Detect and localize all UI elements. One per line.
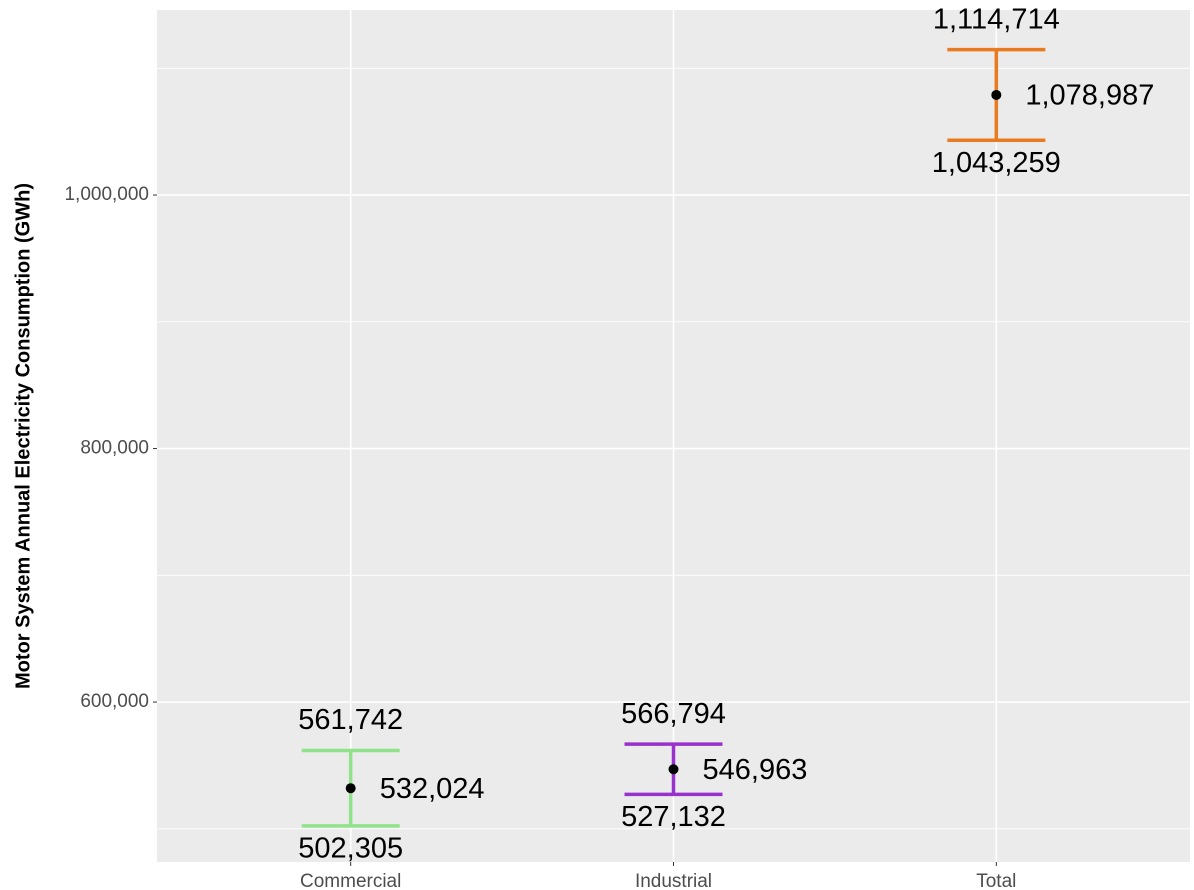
lower-label: 527,132 — [621, 801, 726, 833]
value-label: 546,963 — [703, 754, 808, 786]
upper-label: 1,114,714 — [933, 3, 1060, 35]
upper-label: 561,742 — [298, 704, 403, 736]
x-tick-label: Industrial — [635, 871, 712, 890]
point — [345, 783, 356, 794]
point — [991, 89, 1002, 100]
y-tick-label: 800,000 — [80, 438, 149, 459]
y-tick-label: 1,000,000 — [64, 184, 149, 205]
lower-label: 502,305 — [298, 833, 403, 865]
point — [668, 764, 679, 775]
y-tick-label: 600,000 — [80, 691, 149, 712]
value-label: 532,024 — [380, 773, 485, 805]
x-tick-label: Commercial — [300, 871, 401, 890]
upper-label: 566,794 — [621, 698, 726, 730]
value-label: 1,078,987 — [1025, 80, 1154, 112]
x-tick-label: Total — [976, 871, 1016, 890]
y-axis-label: Motor System Annual Electricity Consumpt… — [12, 183, 34, 689]
lower-label: 1,043,259 — [932, 147, 1061, 179]
